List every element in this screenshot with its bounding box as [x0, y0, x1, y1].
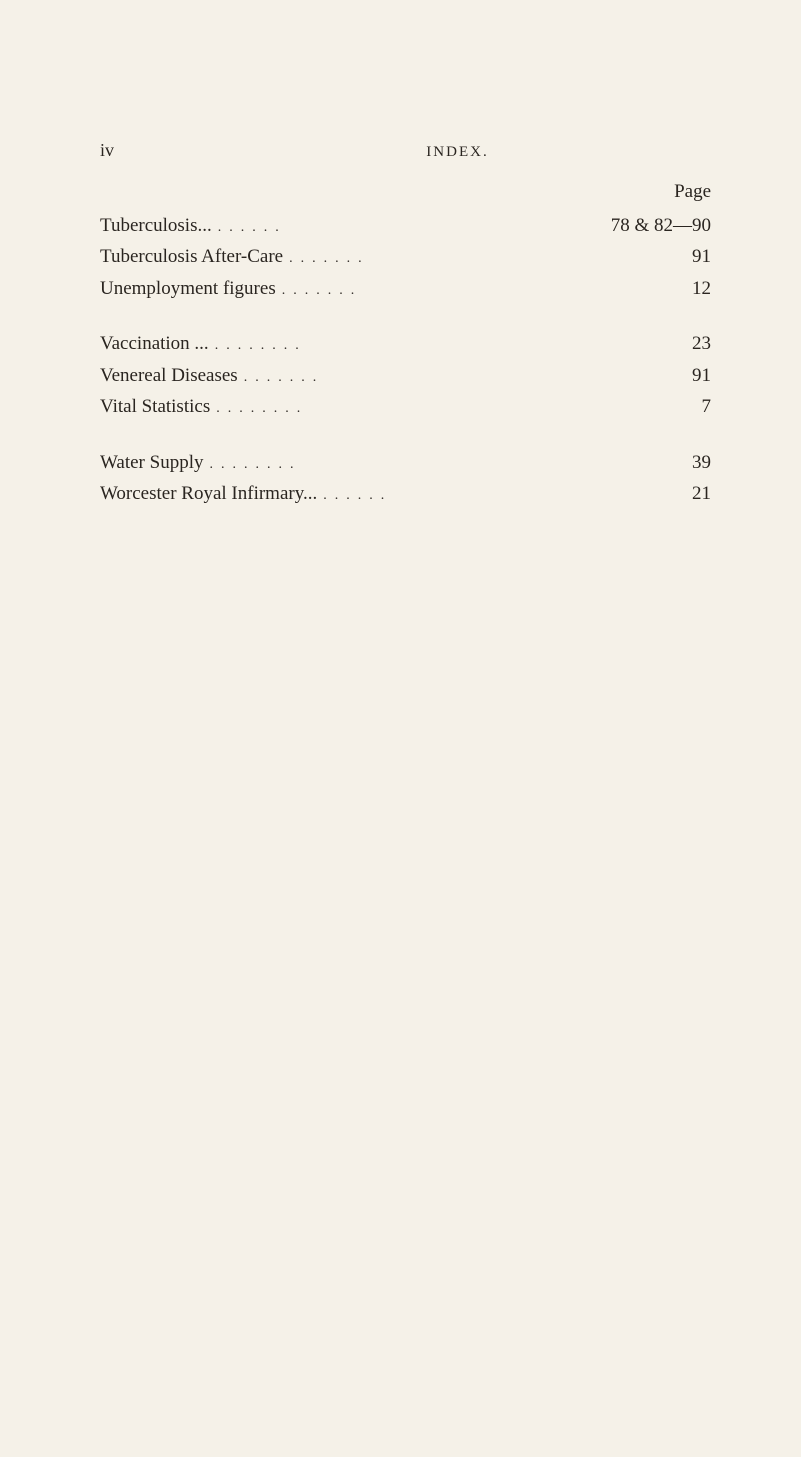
- entry-dots: ........: [210, 398, 661, 420]
- index-entry: Tuberculosis... ...... 78 & 82—90: [100, 211, 721, 240]
- entry-label: Vaccination ...: [100, 329, 209, 358]
- entry-label: Vital Statistics: [100, 392, 210, 421]
- entry-dots: ........: [203, 454, 661, 476]
- page-column-label: Page: [100, 181, 721, 203]
- entry-label: Tuberculosis...: [100, 211, 212, 240]
- index-entry: Worcester Royal Infirmary... ...... 21: [100, 479, 721, 508]
- entry-page: 39: [661, 448, 721, 477]
- group-gap: [100, 424, 721, 448]
- entry-page: 23: [661, 329, 721, 358]
- entry-label: Unemployment figures: [100, 274, 276, 303]
- entry-page: 91: [661, 361, 721, 390]
- entry-page: 78 & 82—90: [611, 211, 721, 240]
- index-entry: Tuberculosis After-Care ....... 91: [100, 242, 721, 271]
- page-number-roman: iv: [100, 140, 114, 161]
- header-row: iv INDEX.: [100, 140, 721, 161]
- entry-label: Venereal Diseases: [100, 361, 238, 390]
- index-entry: Unemployment figures ....... 12: [100, 274, 721, 303]
- entry-page: 91: [661, 242, 721, 271]
- entry-page: 21: [661, 479, 721, 508]
- entry-dots: ......: [212, 217, 611, 239]
- group-gap: [100, 305, 721, 329]
- entry-page: 12: [661, 274, 721, 303]
- entry-dots: ......: [317, 485, 661, 507]
- index-entry: Venereal Diseases ....... 91: [100, 361, 721, 390]
- index-entry: Vital Statistics ........ 7: [100, 392, 721, 421]
- entry-dots: .......: [276, 280, 661, 302]
- index-title: INDEX.: [426, 144, 488, 161]
- entry-dots: .......: [283, 248, 661, 270]
- entry-label: Tuberculosis After-Care: [100, 242, 283, 271]
- index-entry: Vaccination ... ........ 23: [100, 329, 721, 358]
- page-container: iv INDEX. Page Tuberculosis... ...... 78…: [0, 0, 801, 509]
- entry-label: Water Supply: [100, 448, 203, 477]
- entry-dots: .......: [238, 367, 661, 389]
- entry-dots: ........: [209, 335, 661, 357]
- entry-label: Worcester Royal Infirmary...: [100, 479, 317, 508]
- entry-page: 7: [661, 392, 721, 421]
- index-entry: Water Supply ........ 39: [100, 448, 721, 477]
- index-entries: Tuberculosis... ...... 78 & 82—90 Tuberc…: [100, 211, 721, 509]
